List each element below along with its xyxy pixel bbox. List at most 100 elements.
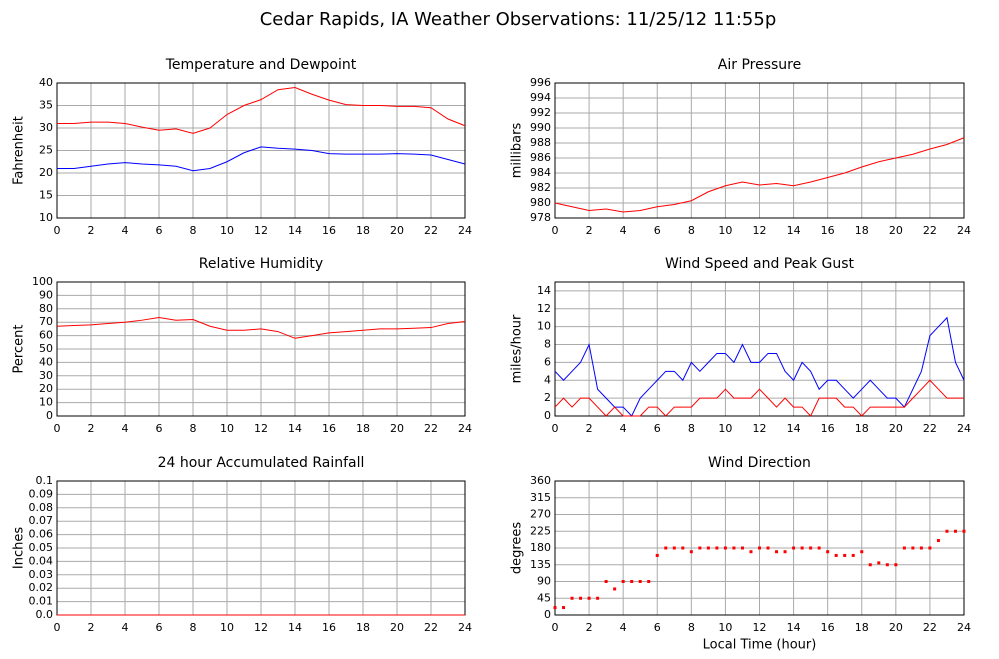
x-tick-label: 10: [718, 621, 732, 634]
y-tick-label: 60: [39, 329, 53, 342]
y-tick-label: 40: [39, 76, 53, 89]
y-tick-label: 4: [544, 373, 551, 386]
y-tick-label: 315: [530, 491, 551, 504]
x-tick-label: 22: [424, 224, 438, 237]
y-tick-label: 2: [544, 391, 551, 404]
x-tick-label: 16: [821, 621, 835, 634]
x-tick-label: 14: [288, 621, 302, 634]
data-line: [554, 137, 965, 213]
y-tick-label: 50: [39, 342, 53, 355]
data-line: [57, 146, 466, 172]
plot-frame: [554, 480, 965, 616]
y-tick-label: 70: [39, 315, 53, 328]
x-tick-label: 8: [688, 621, 695, 634]
y-tick-label: 978: [530, 211, 551, 224]
data-point: [732, 546, 736, 550]
y-tick-label: 270: [530, 508, 551, 521]
data-point: [868, 563, 872, 567]
data-point: [664, 546, 668, 550]
x-tick-label: 20: [390, 224, 404, 237]
data-point: [749, 550, 753, 554]
page-title: Cedar Rapids, IA Weather Observations: 1…: [260, 9, 777, 30]
y-tick-label: 14: [537, 284, 551, 297]
x-tick-label: 10: [220, 422, 234, 435]
y-tick-label: 20: [39, 382, 53, 395]
x-tick-label: 8: [190, 224, 197, 237]
x-axis-label: Local Time (hour): [703, 638, 817, 653]
y-tick-label: 0.03: [29, 568, 54, 581]
y-tick-label: 225: [530, 524, 551, 537]
data-point: [672, 546, 676, 550]
y-tick-label: 0.06: [29, 528, 54, 541]
y-tick-label: 180: [530, 541, 551, 554]
x-tick-label: 18: [356, 621, 370, 634]
x-tick-label: 2: [586, 224, 593, 237]
x-tick-label: 6: [156, 621, 163, 634]
y-tick-label: 0.1: [36, 474, 54, 487]
x-tick-label: 24: [458, 224, 472, 237]
x-tick-label: 16: [322, 422, 336, 435]
data-point: [587, 596, 591, 600]
x-tick-label: 8: [190, 422, 197, 435]
y-tick-label: 15: [39, 189, 53, 202]
y-axis-label: degrees: [510, 522, 525, 575]
y-tick-label: 100: [32, 275, 53, 288]
data-point: [817, 546, 821, 550]
data-point: [715, 546, 719, 550]
data-point: [579, 596, 583, 600]
x-tick-label: 20: [889, 224, 903, 237]
x-tick-label: 0: [552, 224, 559, 237]
data-point: [775, 550, 779, 554]
y-tick-label: 360: [530, 474, 551, 487]
data-point: [638, 580, 642, 583]
y-tick-label: 0: [544, 608, 551, 621]
x-tick-label: 14: [288, 422, 302, 435]
data-point: [953, 529, 957, 533]
x-tick-label: 18: [855, 224, 869, 237]
y-tick-label: 0.07: [29, 514, 54, 527]
x-tick-label: 20: [390, 621, 404, 634]
y-tick-label: 0.09: [29, 487, 54, 500]
y-tick-label: 990: [530, 121, 551, 134]
x-tick-label: 16: [322, 224, 336, 237]
y-tick-label: 980: [530, 196, 551, 209]
y-tick-label: 30: [39, 369, 53, 382]
x-tick-label: 0: [54, 422, 61, 435]
x-tick-label: 24: [957, 621, 971, 634]
x-tick-label: 10: [718, 422, 732, 435]
x-tick-label: 20: [889, 621, 903, 634]
x-tick-label: 14: [787, 621, 801, 634]
x-tick-label: 24: [458, 422, 472, 435]
data-point: [894, 563, 898, 567]
data-point: [945, 529, 949, 533]
data-point: [766, 546, 770, 550]
data-point: [843, 553, 847, 557]
x-tick-label: 24: [458, 621, 472, 634]
plot-frame: [554, 281, 965, 417]
y-tick-label: 135: [530, 558, 551, 571]
data-point: [792, 546, 796, 550]
x-tick-label: 0: [552, 621, 559, 634]
x-tick-label: 4: [620, 621, 627, 634]
y-axis-label: Percent: [12, 325, 27, 374]
data-point: [860, 550, 864, 554]
data-point: [698, 546, 702, 550]
x-tick-label: 14: [787, 422, 801, 435]
y-tick-label: 10: [39, 396, 53, 409]
y-tick-label: 986: [530, 151, 551, 164]
data-point: [630, 580, 634, 583]
data-point: [834, 553, 838, 557]
plot-frame: [56, 82, 466, 219]
x-tick-label: 10: [220, 621, 234, 634]
data-line: [56, 317, 466, 339]
y-tick-label: 0: [46, 409, 53, 422]
x-tick-label: 18: [356, 422, 370, 435]
x-tick-label: 22: [923, 224, 937, 237]
x-tick-label: 14: [288, 224, 302, 237]
data-point: [562, 606, 566, 610]
chart-title: Temperature and Dewpoint: [165, 57, 357, 73]
x-tick-label: 0: [54, 621, 61, 634]
y-tick-label: 20: [39, 166, 53, 179]
data-point: [706, 546, 710, 550]
